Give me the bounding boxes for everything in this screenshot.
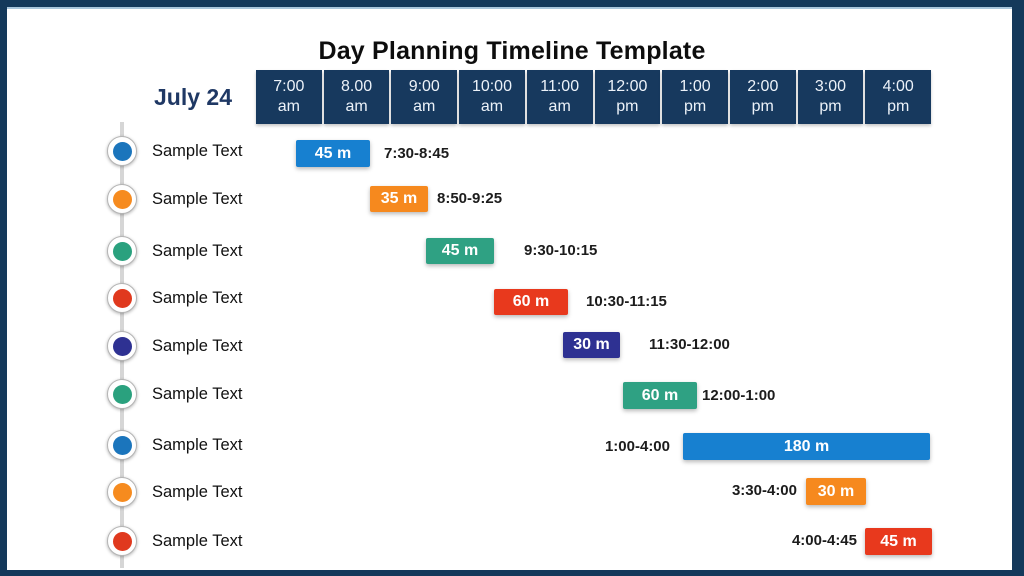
date-label: July 24 <box>154 84 232 110</box>
task-bar: 30 m <box>563 332 620 358</box>
time-slot-time: 9:00 <box>408 78 440 95</box>
time-slot-7am: 7:00 am <box>256 70 322 124</box>
task-duration-label: 35 m <box>380 190 418 207</box>
task-time-range: 4:00-4:45 <box>791 532 857 549</box>
task-bar: 180 m <box>683 433 930 460</box>
time-slot-period: pm <box>616 98 639 115</box>
time-slot-period: pm <box>887 98 910 115</box>
timeline-dot-core <box>112 531 132 551</box>
task-bar: 35 m <box>370 186 428 212</box>
timeline-dot-core <box>112 384 132 404</box>
row-label: Sample Text <box>152 385 243 403</box>
row-label: Sample Text <box>152 532 243 550</box>
timeline-dot <box>107 331 137 361</box>
timeline-dot-core <box>112 482 132 502</box>
timeline-dot <box>107 136 137 166</box>
task-duration-label: 60 m <box>512 293 550 310</box>
time-slot-time: 12:00 <box>607 78 648 95</box>
time-slot-period: pm <box>751 98 774 115</box>
time-header: 7:00 am 8.00 am 9:00 am 10:00 am 11:00 am 12:… <box>256 70 932 124</box>
timeline-dot <box>107 477 137 507</box>
time-slot-1pm: 1:00 pm <box>662 70 728 124</box>
timeline-dot-core <box>112 435 132 455</box>
row-label: Sample Text <box>152 242 243 260</box>
task-time-range: 8:50-9:25 <box>437 190 503 207</box>
task-time-range: 9:30-10:15 <box>524 242 598 259</box>
timeline-dot <box>107 283 137 313</box>
time-slot-time: 4:00 <box>882 78 914 95</box>
row-label: Sample Text <box>152 190 243 208</box>
row-label: Sample Text <box>152 436 243 454</box>
time-slot-9am: 9:00 am <box>391 70 458 124</box>
task-time-range: 7:30-8:45 <box>384 145 450 162</box>
task-duration-label: 60 m <box>641 386 679 404</box>
row-label: Sample Text <box>152 289 243 307</box>
task-bar: 45 m <box>865 528 932 555</box>
task-time-range: 1:00-4:00 <box>604 438 670 455</box>
task-duration-label: 45 m <box>441 242 479 259</box>
time-slot-time: 7:00 <box>273 78 305 95</box>
task-duration-label: 45 m <box>314 144 352 162</box>
page-title: Day Planning Timeline Template <box>318 36 706 65</box>
row-label: Sample Text <box>152 142 243 160</box>
time-slot-period: am <box>277 98 300 115</box>
timeline-dot-core <box>112 141 132 161</box>
task-time-range: 10:30-11:15 <box>586 293 667 310</box>
task-time-range: 12:00-1:00 <box>702 387 776 404</box>
timeline-dot <box>107 184 137 214</box>
timeline-dot <box>107 379 137 409</box>
time-slot-period: am <box>480 98 504 115</box>
task-time-range: 3:30-4:00 <box>731 482 797 499</box>
task-duration-label: 45 m <box>880 532 917 550</box>
time-slot-time: 1:00 <box>679 78 711 95</box>
time-slot-period: am <box>345 98 368 115</box>
time-slot-time: 10:00 <box>471 78 512 95</box>
time-slot-period: am <box>413 98 436 115</box>
task-bar: 60 m <box>623 382 697 409</box>
time-slot-period: am <box>548 98 571 115</box>
task-bar: 30 m <box>806 478 866 505</box>
timeline-dot <box>107 430 137 460</box>
task-duration-label: 30 m <box>817 482 855 500</box>
time-slot-period: pm <box>819 98 842 115</box>
timeline-dot-core <box>112 336 132 356</box>
time-slot-11am: 11:00 am <box>526 70 593 124</box>
time-slot-time: 8.00 <box>340 78 373 95</box>
task-bar: 45 m <box>426 238 494 264</box>
time-slot-time: 2:00 <box>747 78 779 95</box>
task-time-range: 11:30-12:00 <box>649 336 730 353</box>
task-bar: 60 m <box>494 289 568 315</box>
time-slot-4pm: 4:00 pm <box>865 70 932 124</box>
timeline-dot-core <box>112 189 132 209</box>
time-slot-2pm: 2:00 pm <box>729 70 796 124</box>
time-slot-8am: 8.00 am <box>323 70 390 124</box>
timeline-dot <box>107 236 137 266</box>
timeline-dot-core <box>112 288 132 308</box>
task-duration-label: 180 m <box>783 437 830 455</box>
row-label: Sample Text <box>152 483 243 501</box>
row-label: Sample Text <box>152 337 243 355</box>
task-bar: 45 m <box>296 140 370 167</box>
task-duration-label: 30 m <box>573 336 610 353</box>
time-slot-period: pm <box>683 98 707 115</box>
timeline-dot <box>107 526 137 556</box>
time-slot-10am: 10:00 am <box>459 70 525 124</box>
time-slot-time: 11:00 <box>540 78 580 95</box>
timeline-dot-core <box>112 241 132 261</box>
time-slot-time: 3:00 <box>814 78 847 95</box>
time-slot-3pm: 3:00 pm <box>797 70 864 124</box>
time-slot-12pm: 12:00 pm <box>594 70 661 124</box>
